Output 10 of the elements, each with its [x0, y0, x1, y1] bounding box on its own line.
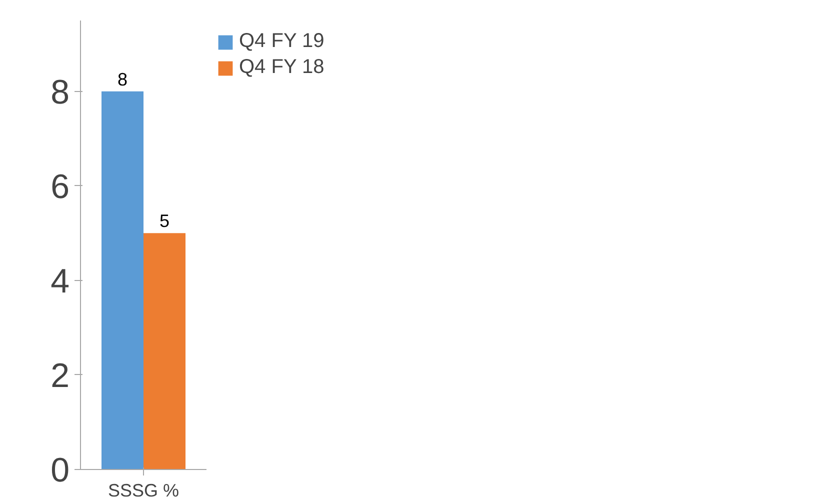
- y-tick-label: 2: [50, 356, 70, 395]
- x-tick-label: SSSG %: [108, 480, 180, 500]
- legend-label: Q4 FY 18: [239, 56, 324, 79]
- y-tick-label: 6: [50, 168, 70, 206]
- y-tick-label: 8: [50, 73, 70, 112]
- y-tick-label: 4: [50, 262, 70, 300]
- y-tick-label: 0: [50, 452, 70, 490]
- data-label: 5: [159, 211, 170, 232]
- legend-label: Q4 FY 19: [239, 30, 324, 53]
- data-label: 8: [117, 69, 128, 90]
